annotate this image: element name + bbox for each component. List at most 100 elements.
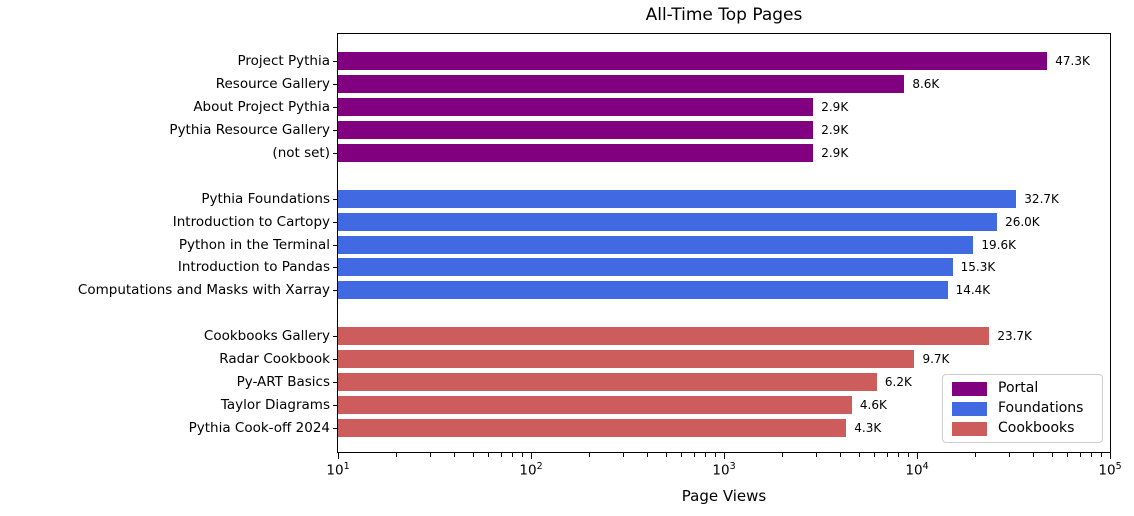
bar-value-label: 9.7K	[922, 352, 950, 367]
bar-value-label: 2.9K	[821, 122, 849, 137]
legend-swatch-portal	[952, 381, 987, 396]
y-axis-labels: Project Pythia Resource Gallery About Proj…	[0, 0, 330, 516]
x-tick-minor	[589, 453, 591, 457]
legend-item-foundations: Foundations	[952, 400, 1093, 417]
x-tick-minor	[512, 453, 514, 457]
y-tick-label: Pythia Foundations	[201, 190, 330, 207]
x-tick-major	[338, 453, 339, 459]
y-tick	[333, 129, 337, 131]
x-tick-minor	[858, 453, 860, 457]
x-tick-minor	[782, 453, 784, 457]
bar-value-label: 4.3K	[854, 421, 882, 436]
legend-label-cookbooks: Cookbooks	[998, 420, 1075, 436]
y-tick-label: Pythia Cook-off 2024	[188, 420, 330, 437]
bar	[338, 120, 814, 139]
x-tick-minor	[1091, 453, 1093, 457]
x-tick-minor	[840, 453, 842, 457]
y-tick	[333, 382, 337, 384]
bar-value-label: 26.0K	[1005, 214, 1040, 229]
y-tick-label: Python in the Terminal	[178, 236, 330, 253]
x-tick-minor	[887, 453, 889, 457]
bar	[338, 143, 814, 162]
y-tick	[333, 336, 337, 338]
y-tick	[333, 61, 337, 62]
x-tick-major	[1110, 453, 1111, 459]
bar	[338, 212, 998, 231]
y-tick	[333, 244, 337, 246]
legend-label-foundations: Foundations	[998, 400, 1084, 416]
bar	[338, 189, 1017, 208]
bar	[338, 350, 915, 369]
bar-value-label: 4.6K	[859, 398, 887, 413]
y-tick-label: Computations and Masks with Xarray	[77, 282, 330, 299]
x-tick-minor	[454, 453, 456, 457]
legend-item-cookbooks: Cookbooks	[952, 420, 1093, 437]
x-tick-minor	[472, 453, 474, 457]
x-tick-minor	[1080, 453, 1082, 457]
bar	[338, 396, 852, 415]
bar-value-label: 23.7K	[997, 329, 1032, 344]
x-tick-minor	[898, 453, 900, 457]
y-tick-label: Introduction to Pandas	[177, 259, 330, 276]
bar-value-label: 47.3K	[1055, 54, 1090, 68]
x-tick-minor	[501, 453, 503, 457]
x-tick-minor	[522, 453, 524, 457]
y-tick	[333, 106, 337, 108]
y-tick	[333, 83, 337, 85]
y-tick	[333, 405, 337, 407]
x-tick-minor	[715, 453, 717, 457]
bar-value-label: 2.9K	[821, 99, 849, 114]
x-tick-minor	[623, 453, 625, 457]
x-tick-major	[531, 453, 532, 459]
y-tick-label: Pythia Resource Gallery	[169, 121, 330, 138]
x-tick-minor	[694, 453, 696, 457]
bar-value-label: 2.9K	[821, 145, 849, 160]
legend-label-portal: Portal	[998, 380, 1039, 396]
x-tick-minor	[665, 453, 667, 457]
bar	[338, 235, 974, 254]
y-tick-label: Introduction to Cartopy	[172, 213, 330, 230]
y-tick	[333, 152, 337, 154]
y-tick	[333, 290, 337, 292]
x-tick-minor	[647, 453, 649, 457]
x-tick-minor	[1067, 453, 1069, 457]
x-tick-label: 104	[905, 461, 929, 479]
x-tick-minor	[975, 453, 977, 457]
plot-area: Portal Foundations Cookbooks 47.3K 8.6K 2.…	[337, 33, 1111, 453]
x-tick-minor	[430, 453, 432, 457]
x-tick-major	[917, 453, 918, 459]
x-tick-label: 105	[1098, 461, 1122, 479]
y-tick	[333, 428, 337, 430]
y-tick-label: Project Pythia	[237, 53, 330, 69]
y-tick-label: Radar Cookbook	[219, 351, 330, 368]
bar	[338, 281, 948, 300]
y-tick-label: Py-ART Basics	[236, 374, 330, 391]
x-tick-minor	[396, 453, 398, 457]
x-tick-label: 102	[519, 461, 543, 479]
y-tick	[333, 221, 337, 223]
legend-swatch-cookbooks	[952, 421, 987, 436]
y-tick-label: (not set)	[272, 144, 330, 161]
x-tick-minor	[488, 453, 490, 457]
x-tick-major	[724, 453, 725, 459]
bar	[338, 373, 877, 392]
legend: Portal Foundations Cookbooks	[942, 374, 1103, 443]
y-tick	[333, 267, 337, 269]
x-tick-minor	[1051, 453, 1053, 457]
chart-title: All-Time Top Pages	[645, 5, 803, 25]
y-tick	[333, 359, 337, 361]
x-tick-label: 103	[712, 461, 736, 479]
y-tick	[333, 198, 337, 200]
x-tick-minor	[681, 453, 683, 457]
x-tick-minor	[1101, 453, 1103, 457]
x-axis-title: Page Views	[681, 487, 767, 505]
x-tick-minor	[816, 453, 818, 457]
bar	[338, 327, 990, 346]
x-tick-minor	[705, 453, 707, 457]
x-tick-minor	[1033, 453, 1035, 457]
bar	[338, 52, 1048, 70]
y-tick-label: Taylor Diagrams	[220, 397, 330, 414]
bar-value-label: 8.6K	[912, 76, 940, 91]
bar-value-label: 32.7K	[1024, 191, 1059, 206]
bar-value-label: 15.3K	[960, 260, 996, 275]
